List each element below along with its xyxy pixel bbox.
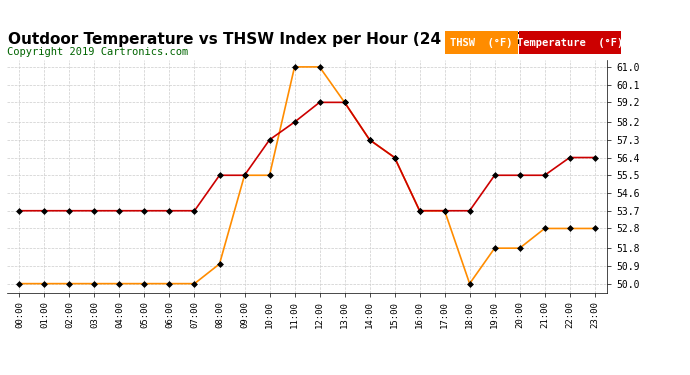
Text: THSW  (°F): THSW (°F): [450, 38, 513, 48]
Text: Copyright 2019 Cartronics.com: Copyright 2019 Cartronics.com: [7, 47, 188, 57]
Text: Temperature  (°F): Temperature (°F): [517, 38, 623, 48]
Text: Outdoor Temperature vs THSW Index per Hour (24 Hours)  20191005: Outdoor Temperature vs THSW Index per Ho…: [8, 32, 599, 47]
